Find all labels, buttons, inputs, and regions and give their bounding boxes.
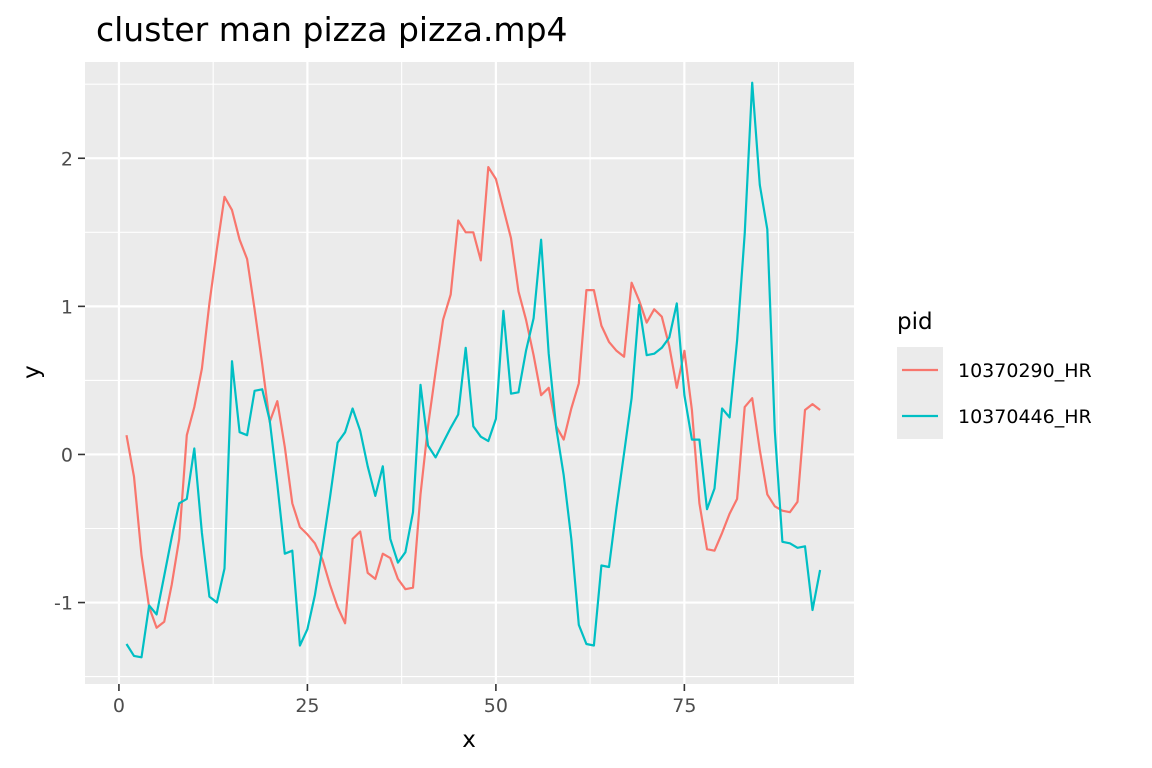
series-lines (125, 81, 822, 659)
x-axis-title: x (462, 727, 476, 753)
minor-grid (85, 62, 854, 684)
x-tick-label: 0 (113, 695, 125, 717)
y-tick-label: 0 (61, 444, 73, 466)
y-axis-title: y (19, 365, 45, 379)
legend: pid 10370290_HR 10370446_HR (897, 309, 1092, 439)
y-tick-label: 1 (61, 296, 73, 318)
x-tick-label: 25 (295, 695, 319, 717)
x-tick-label: 75 (672, 695, 696, 717)
major-grid (85, 62, 854, 684)
series-line-10370290_HR (125, 166, 821, 629)
legend-title: pid (897, 309, 933, 335)
x-axis: 0 25 50 75 (113, 684, 696, 717)
y-axis: -1 0 1 2 (54, 148, 85, 615)
series-line-10370446_HR (125, 81, 822, 659)
y-tick-label: -1 (54, 593, 73, 615)
x-tick-label: 50 (484, 695, 508, 717)
chart-title: cluster man pizza pizza.mp4 (96, 10, 568, 49)
legend-label: 10370290_HR (958, 360, 1092, 382)
legend-label: 10370446_HR (958, 406, 1092, 428)
y-tick-label: 2 (61, 148, 73, 170)
